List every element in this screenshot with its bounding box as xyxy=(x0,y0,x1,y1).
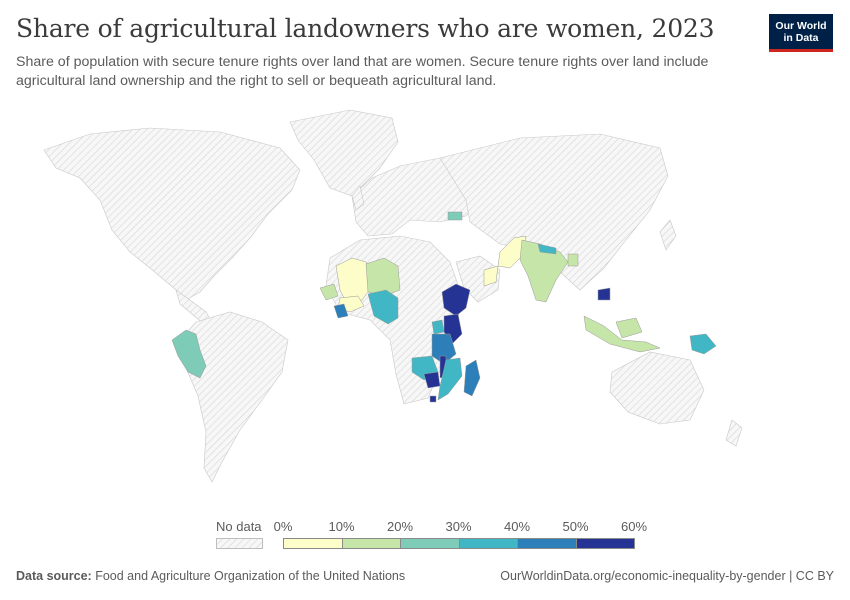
country-tanzania[interactable] xyxy=(431,333,457,365)
data-regions xyxy=(171,211,717,403)
greenland-shape xyxy=(289,109,399,197)
country-papua-new-guinea[interactable] xyxy=(689,333,717,355)
legend-tick-label: 60% xyxy=(620,519,648,534)
logo-line-2: in Data xyxy=(783,32,819,44)
country-uganda[interactable] xyxy=(431,319,445,335)
legend-tick-label: 20% xyxy=(386,519,414,534)
chart-subtitle: Share of population with secure tenure r… xyxy=(16,54,709,89)
new-zealand-shape xyxy=(725,419,743,447)
uk-shape xyxy=(351,185,365,211)
legend-tick-label: 10% xyxy=(328,519,355,534)
country-niger[interactable] xyxy=(365,257,401,297)
legend-bin-4[interactable] xyxy=(517,538,577,549)
legend-no-data-swatch xyxy=(216,538,263,549)
country-ethiopia[interactable] xyxy=(441,283,471,317)
country-oman[interactable] xyxy=(483,265,499,287)
asia-shape xyxy=(439,133,669,291)
country-mozambique[interactable] xyxy=(437,357,463,401)
legend-bin-5[interactable] xyxy=(575,538,635,549)
legend-bin-1[interactable] xyxy=(341,538,401,549)
country-senegal[interactable] xyxy=(319,283,339,301)
country-liberia[interactable] xyxy=(333,303,349,319)
data-source: Data source: Food and Agriculture Organi… xyxy=(16,569,405,583)
country-nigeria[interactable] xyxy=(367,289,399,325)
north-america-shape xyxy=(43,127,301,301)
world-map[interactable] xyxy=(0,100,850,500)
legend-bin-3[interactable] xyxy=(458,538,518,549)
map-legend: No data 0% 10% 20% 30% 40% 50% 60% xyxy=(0,510,850,560)
legend-tick-label: 50% xyxy=(562,519,589,534)
country-cambodia[interactable] xyxy=(597,287,611,301)
country-nepal[interactable] xyxy=(537,243,557,255)
south-america-shape xyxy=(179,311,289,483)
data-source-text: Food and Agriculture Organization of the… xyxy=(95,569,406,583)
data-source-label: Data source: xyxy=(16,569,92,583)
country-bangladesh[interactable] xyxy=(567,253,579,267)
country-mali[interactable] xyxy=(335,257,373,303)
country-lesotho[interactable] xyxy=(429,395,437,403)
source-url-link[interactable]: OurWorldinData.org/economic-inequality-b… xyxy=(500,569,834,583)
country-madagascar[interactable] xyxy=(463,359,481,397)
logo-line-1: Our World xyxy=(775,20,827,32)
japan-shape xyxy=(659,219,677,251)
country-indonesia[interactable] xyxy=(583,315,661,353)
legend-no-data-label: No data xyxy=(216,519,262,534)
australia-shape xyxy=(609,351,705,425)
legend-tick-label: 30% xyxy=(445,519,472,534)
legend-bin-2[interactable] xyxy=(400,538,460,549)
chart-title: Share of agricultural landowners who are… xyxy=(16,14,715,43)
legend-tick-label: 40% xyxy=(503,519,531,534)
legend-tick-label: 0% xyxy=(273,519,293,534)
country-peru[interactable] xyxy=(171,329,207,379)
owid-logo[interactable]: Our World in Data xyxy=(769,14,833,52)
legend-bin-0[interactable] xyxy=(283,538,343,549)
country-georgia[interactable] xyxy=(447,211,463,221)
